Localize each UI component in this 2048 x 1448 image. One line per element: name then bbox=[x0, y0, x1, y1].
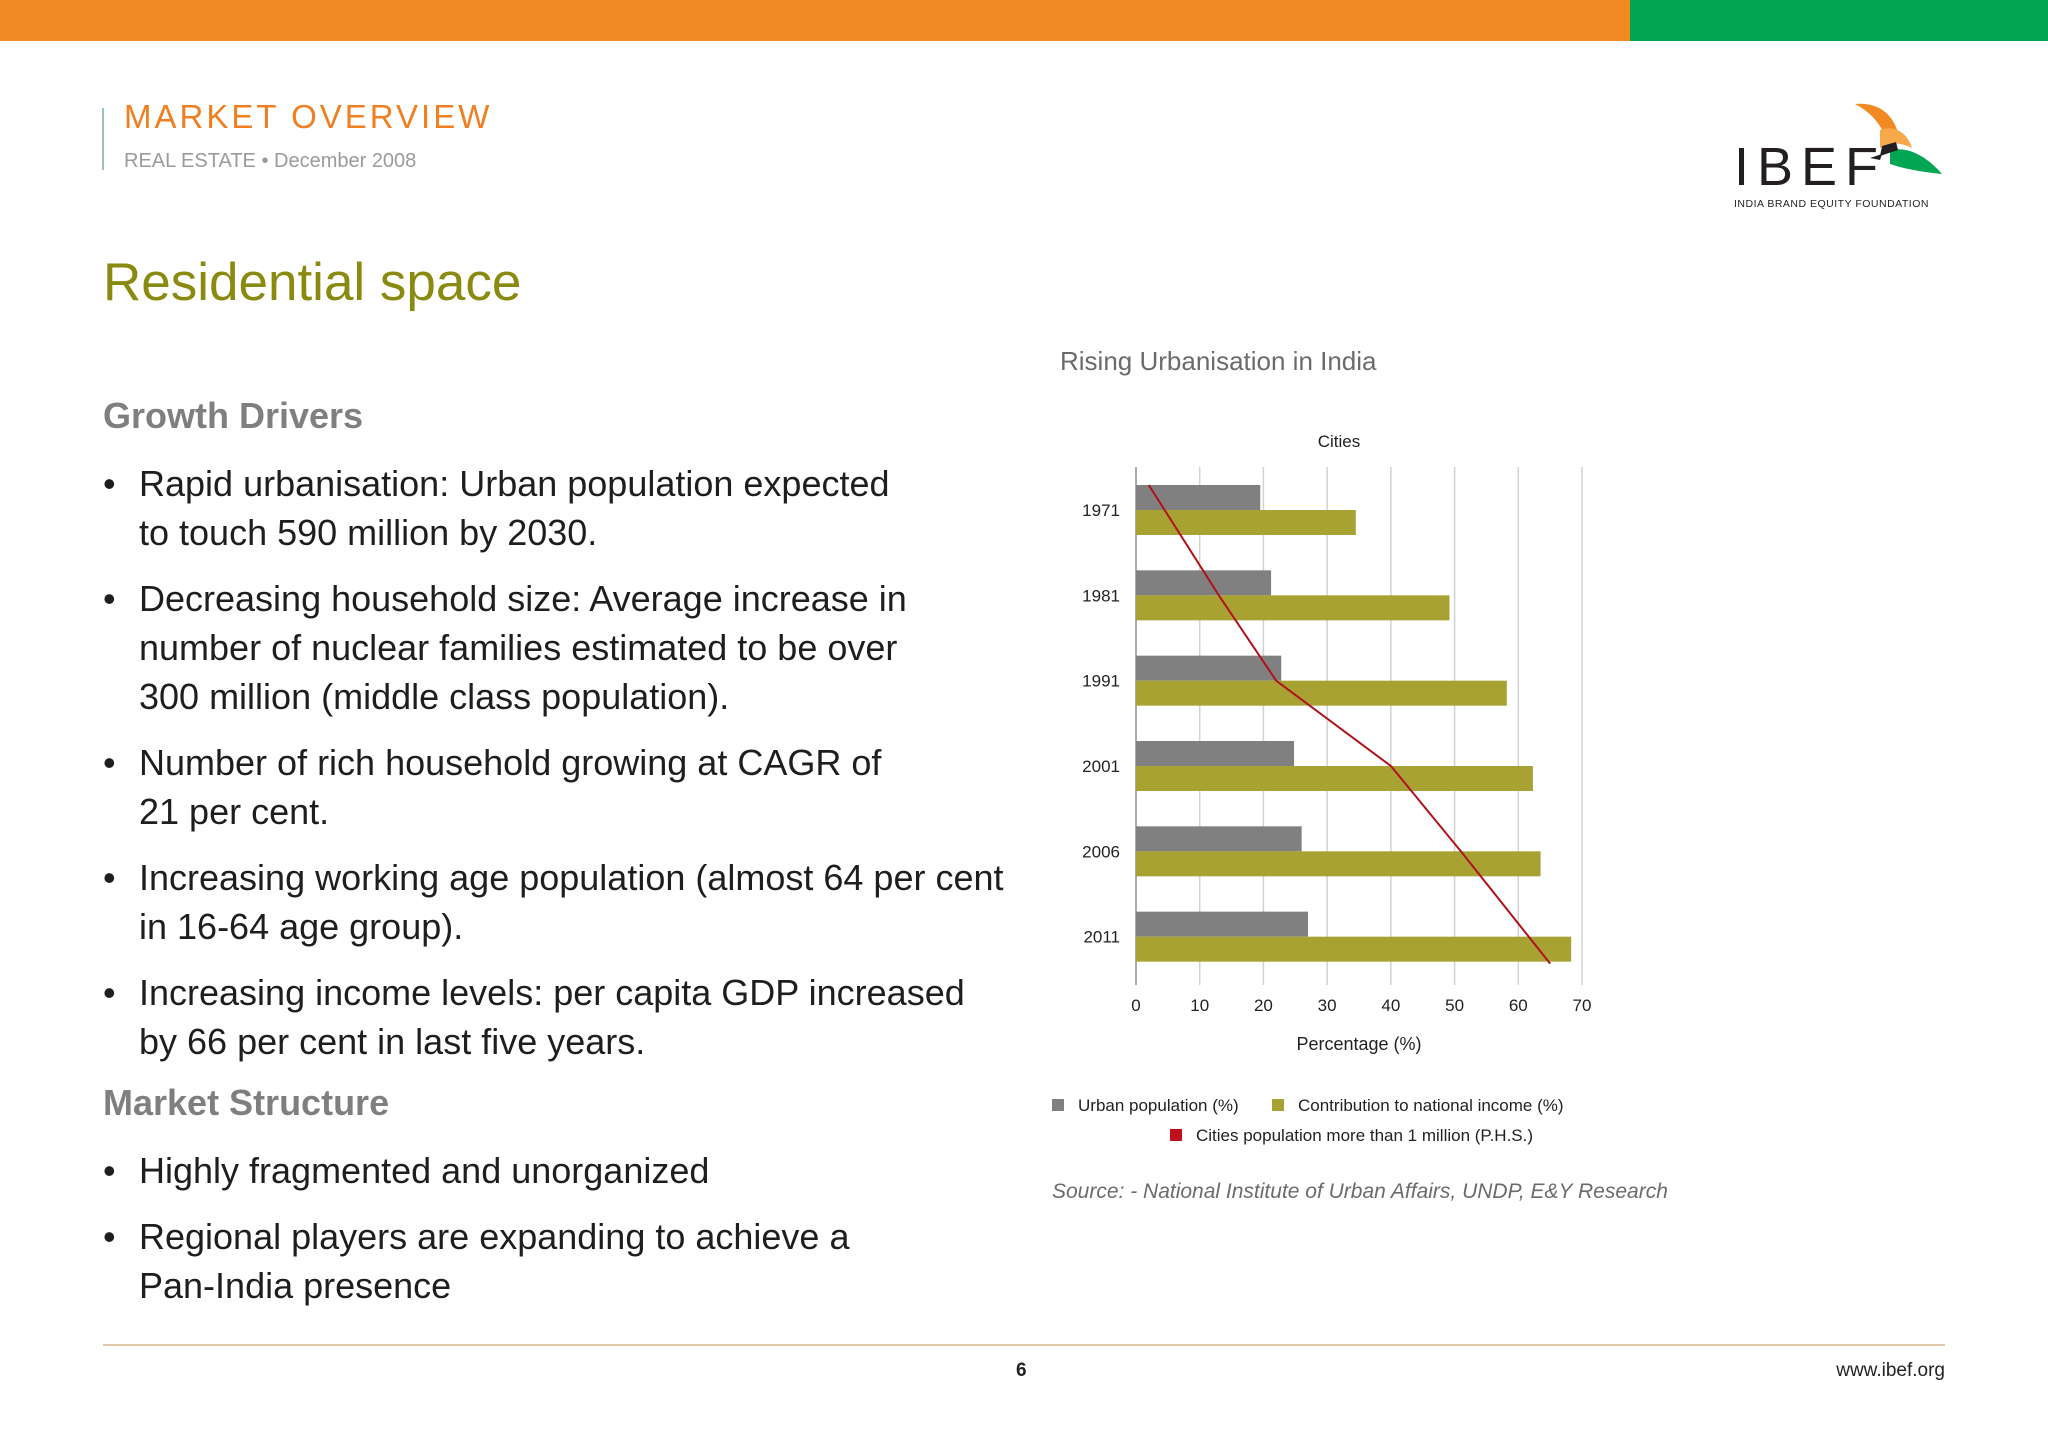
list-item: • Decreasing household size: Average inc… bbox=[103, 574, 1023, 721]
bullet-line: in 16-64 age group). bbox=[139, 906, 464, 947]
x-axis-label: Percentage (%) bbox=[1296, 1034, 1421, 1054]
legend-label: Contribution to national income (%) bbox=[1298, 1096, 1564, 1115]
bullet-line: to touch 590 million by 2030. bbox=[139, 512, 598, 553]
header-title: MARKET OVERVIEW bbox=[124, 98, 493, 135]
bullet-icon: • bbox=[103, 972, 116, 1013]
bar-urban-population bbox=[1136, 741, 1295, 766]
header-divider bbox=[102, 108, 104, 170]
bar-national-income bbox=[1136, 766, 1533, 791]
y-tick-label: 1991 bbox=[1082, 672, 1120, 691]
list-item: • Number of rich household growing at CA… bbox=[103, 738, 1023, 836]
legend-swatch bbox=[1170, 1128, 1182, 1141]
page-number: 6 bbox=[1016, 1360, 1027, 1381]
website-link[interactable]: www.ibef.org bbox=[1836, 1360, 1945, 1381]
urbanisation-bar-chart: Cities 1971 1981 1991 2001 2006 2011 0 10 20 30 40 5… bbox=[1082, 432, 1592, 1054]
x-tick-label: 0 bbox=[1131, 996, 1140, 1015]
bullet-line: Increasing income levels: per capita GDP… bbox=[139, 972, 965, 1013]
page-title: Residential space bbox=[103, 253, 522, 312]
market-structure-list: • Highly fragmented and unorganized • Re… bbox=[103, 1146, 1023, 1327]
legend-swatch bbox=[1052, 1098, 1064, 1111]
bullet-icon: • bbox=[103, 1150, 116, 1191]
bullet-line: Increasing working age population (almos… bbox=[139, 857, 1004, 898]
chart-title: Cities bbox=[1318, 432, 1361, 451]
legend-label: Urban population (%) bbox=[1078, 1096, 1239, 1115]
top-accent-bar-orange bbox=[0, 0, 1630, 41]
list-item: • Highly fragmented and unorganized bbox=[103, 1146, 1023, 1195]
bar-urban-population bbox=[1136, 570, 1272, 596]
logo-wordmark: IBEF bbox=[1734, 137, 1887, 197]
bullet-line: Highly fragmented and unorganized bbox=[139, 1150, 710, 1191]
bullet-line: Rapid urbanisation: Urban population exp… bbox=[139, 463, 890, 504]
header-subtitle: REAL ESTATE • December 2008 bbox=[124, 150, 417, 172]
bullet-line: number of nuclear families estimated to … bbox=[139, 627, 898, 668]
section-heading-growth-drivers: Growth Drivers bbox=[103, 395, 364, 436]
legend-swatch bbox=[1272, 1098, 1284, 1111]
top-accent-bar-green bbox=[1630, 0, 2048, 41]
x-tick-label: 30 bbox=[1318, 996, 1337, 1015]
y-tick-label: 2001 bbox=[1082, 757, 1120, 776]
x-tick-label: 50 bbox=[1445, 996, 1464, 1015]
bar-urban-population bbox=[1136, 826, 1302, 852]
legend-label: Cities population more than 1 million (P… bbox=[1196, 1126, 1534, 1145]
section-heading-market-structure: Market Structure bbox=[103, 1082, 390, 1123]
bar-national-income bbox=[1136, 851, 1541, 877]
y-tick-label: 2011 bbox=[1083, 928, 1120, 947]
y-tick-label: 1981 bbox=[1082, 586, 1120, 605]
growth-drivers-list: • Rapid urbanisation: Urban population e… bbox=[103, 459, 1023, 1083]
bar-national-income bbox=[1136, 936, 1572, 962]
y-tick-label: 1971 bbox=[1082, 501, 1120, 520]
bullet-icon: • bbox=[103, 463, 116, 504]
legend-item-urban: Urban population (%) bbox=[1052, 1096, 1239, 1116]
bar-urban-population bbox=[1136, 911, 1309, 937]
bar-national-income bbox=[1136, 680, 1507, 706]
x-tick-label: 60 bbox=[1509, 996, 1528, 1015]
chart-heading: Rising Urbanisation in India bbox=[1060, 346, 1377, 376]
bullet-line: 21 per cent. bbox=[139, 791, 330, 832]
y-tick-label: 2006 bbox=[1082, 842, 1120, 861]
bullet-icon: • bbox=[103, 857, 116, 898]
x-tick-label: 10 bbox=[1190, 996, 1209, 1015]
ibef-bird-logo-icon bbox=[1855, 103, 1942, 174]
logo-tagline: INDIA BRAND EQUITY FOUNDATION bbox=[1734, 198, 1929, 210]
list-item: • Regional players are expanding to achi… bbox=[103, 1212, 1023, 1310]
bullet-line: Number of rich household growing at CAGR… bbox=[139, 742, 882, 783]
bar-national-income bbox=[1136, 510, 1356, 535]
line-cities-million bbox=[1147, 484, 1551, 965]
source-note: Source: - National Institute of Urban Af… bbox=[1052, 1180, 1668, 1203]
bar-urban-population bbox=[1136, 655, 1282, 681]
bullet-line: Regional players are expanding to achiev… bbox=[139, 1216, 850, 1257]
list-item: • Rapid urbanisation: Urban population e… bbox=[103, 459, 1023, 557]
bullet-line: Decreasing household size: Average incre… bbox=[139, 578, 907, 619]
x-tick-label: 70 bbox=[1573, 996, 1592, 1015]
list-item: • Increasing working age population (alm… bbox=[103, 853, 1023, 951]
legend-item-income: Contribution to national income (%) bbox=[1272, 1096, 1564, 1116]
bullet-line: by 66 per cent in last five years. bbox=[139, 1021, 646, 1062]
bar-urban-population bbox=[1136, 485, 1261, 510]
bullet-icon: • bbox=[103, 578, 116, 619]
bullet-line: 300 million (middle class population). bbox=[139, 676, 730, 717]
bullet-line: Pan-India presence bbox=[139, 1265, 452, 1306]
x-tick-label: 20 bbox=[1254, 996, 1273, 1015]
x-tick-label: 40 bbox=[1381, 996, 1400, 1015]
footer-divider bbox=[103, 1344, 1945, 1346]
bullet-icon: • bbox=[103, 742, 116, 783]
legend-item-cities: Cities population more than 1 million (P… bbox=[1170, 1126, 1533, 1146]
list-item: • Increasing income levels: per capita G… bbox=[103, 968, 1023, 1066]
bullet-icon: • bbox=[103, 1216, 116, 1257]
bar-national-income bbox=[1136, 595, 1450, 621]
